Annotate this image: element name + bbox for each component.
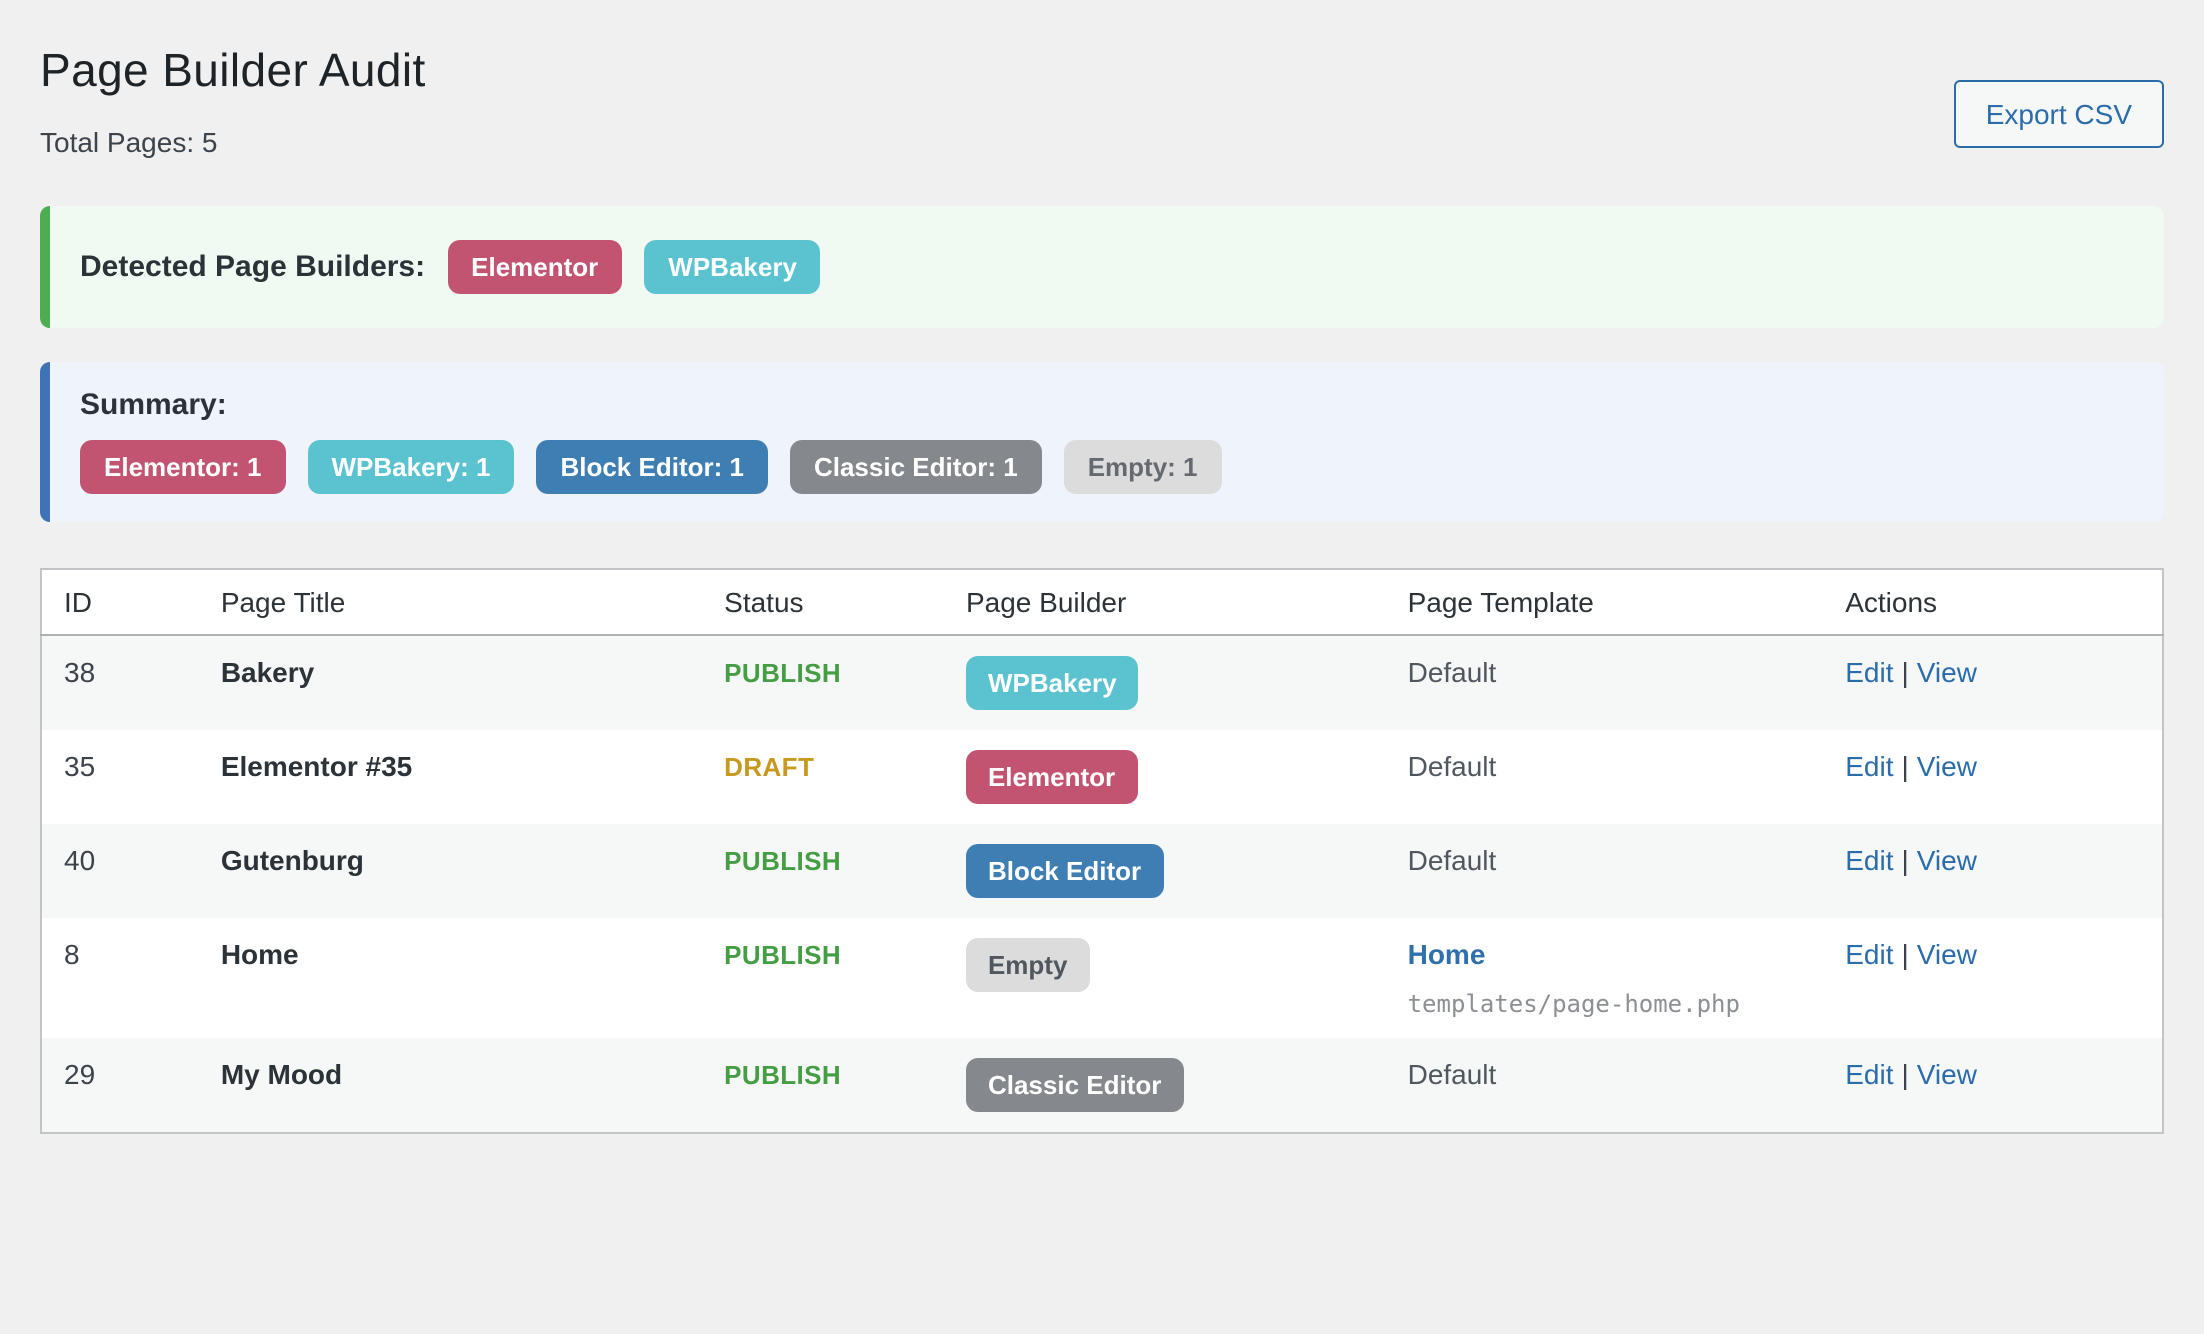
header-actions: Actions [1823,569,2163,635]
actions-cell: Edit|View [1823,918,2163,1038]
page-builder-badge: Empty [966,938,1089,992]
content-wrap: Page Builder Audit Total Pages: 5 Export… [0,0,2204,1174]
edit-link[interactable]: Edit [1845,656,1893,688]
cell-id: 40 [41,824,199,918]
view-link[interactable]: View [1917,750,1977,782]
header-page-builder: Page Builder [944,569,1386,635]
detected-badge-wpbakery: WPBakery [644,240,821,294]
audit-table-header: ID Page Title Status Page Builder Page T… [41,569,2163,635]
view-link[interactable]: View [1917,1058,1977,1090]
status-badge: PUBLISH [724,846,841,876]
cell-id: 35 [41,730,199,824]
summary-badge-block-editor: Block Editor: 1 [536,440,768,494]
table-row: 8 Home PUBLISH Empty Home templates/page… [41,918,2163,1038]
cell-id: 29 [41,1038,199,1133]
cell-page-title: My Mood [199,1038,702,1133]
page-builder-badge: Block Editor [966,844,1163,898]
summary-badge-row: Elementor: 1 WPBakery: 1 Block Editor: 1… [80,440,2134,494]
view-link[interactable]: View [1917,844,1977,876]
export-csv-button[interactable]: Export CSV [1954,80,2164,148]
header-page-title: Page Title [199,569,702,635]
status-badge: PUBLISH [724,1060,841,1090]
status-badge: DRAFT [724,752,814,782]
page-template-cell: Home templates/page-home.php [1386,918,1824,1038]
actions-cell: Edit|View [1823,824,2163,918]
summary-badge-empty: Empty: 1 [1064,440,1222,494]
audit-table: ID Page Title Status Page Builder Page T… [40,568,2164,1134]
page-template-value: Default [1408,1058,1497,1090]
page-builder-badge: Elementor [966,750,1137,804]
total-pages-label: Total Pages: 5 [40,126,2164,158]
page-template-link[interactable]: Home [1408,938,1486,970]
action-separator: | [1893,938,1916,970]
cell-page-title: Gutenburg [199,824,702,918]
actions-cell: Edit|View [1823,635,2163,730]
edit-link[interactable]: Edit [1845,938,1893,970]
action-separator: | [1893,656,1916,688]
edit-link[interactable]: Edit [1845,844,1893,876]
actions-cell: Edit|View [1823,730,2163,824]
summary-label: Summary: [80,388,2134,422]
header-page-template: Page Template [1386,569,1824,635]
header-status: Status [702,569,944,635]
actions-cell: Edit|View [1823,1038,2163,1133]
edit-link[interactable]: Edit [1845,1058,1893,1090]
action-separator: | [1893,844,1916,876]
status-badge: PUBLISH [724,658,841,688]
page-title: Page Builder Audit [40,44,2164,98]
action-separator: | [1893,750,1916,782]
page-builder-badge: WPBakery [966,656,1139,710]
page-builder-badge: Classic Editor [966,1058,1183,1112]
cell-id: 38 [41,635,199,730]
action-separator: | [1893,1058,1916,1090]
view-link[interactable]: View [1917,656,1977,688]
page-template-value: Default [1408,844,1497,876]
summary-notice: Summary: Elementor: 1 WPBakery: 1 Block … [40,362,2164,522]
table-row: 29 My Mood PUBLISH Classic Editor Defaul… [41,1038,2163,1133]
status-badge: PUBLISH [724,940,841,970]
cell-page-title: Home [199,918,702,1038]
cell-page-title: Bakery [199,635,702,730]
page-root: Page Builder Audit Total Pages: 5 Export… [0,0,2204,1334]
detected-builders-notice: Detected Page Builders: Elementor WPBake… [40,206,2164,328]
header-id: ID [41,569,199,635]
detected-badge-elementor: Elementor [447,240,622,294]
table-row: 40 Gutenburg PUBLISH Block Editor Defaul… [41,824,2163,918]
view-link[interactable]: View [1917,938,1977,970]
page-template-path: templates/page-home.php [1408,990,1802,1018]
cell-id: 8 [41,918,199,1038]
cell-page-title: Elementor #35 [199,730,702,824]
summary-badge-elementor: Elementor: 1 [80,440,286,494]
page-template-value: Default [1408,750,1497,782]
summary-badge-wpbakery: WPBakery: 1 [308,440,515,494]
detected-builders-label: Detected Page Builders: [80,250,425,284]
edit-link[interactable]: Edit [1845,750,1893,782]
page-template-value: Default [1408,656,1497,688]
table-row: 38 Bakery PUBLISH WPBakery Default Edit|… [41,635,2163,730]
table-row: 35 Elementor #35 DRAFT Elementor Default… [41,730,2163,824]
summary-badge-classic-editor: Classic Editor: 1 [790,440,1042,494]
